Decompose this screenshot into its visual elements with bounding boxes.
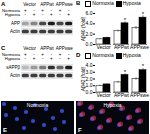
svg-text:-: - bbox=[59, 12, 61, 17]
svg-text:2.0: 2.0 bbox=[86, 76, 93, 82]
svg-text:+: + bbox=[67, 56, 70, 61]
svg-text:APPswe: APPswe bbox=[56, 2, 74, 7]
svg-text:Aβ42 (fold): Aβ42 (fold) bbox=[80, 66, 86, 91]
svg-text:*: * bbox=[124, 69, 127, 75]
svg-text:*: * bbox=[124, 17, 127, 23]
svg-text:Aβ40 (fold): Aβ40 (fold) bbox=[80, 16, 86, 41]
html-text:Normoxia: Normoxia bbox=[92, 52, 114, 58]
html-text:B: B bbox=[76, 0, 81, 6]
html-text:Hypoxia: Hypoxia bbox=[122, 52, 141, 58]
svg-text:-: - bbox=[59, 56, 61, 61]
html-text:Normoxia: Normoxia bbox=[92, 0, 114, 6]
svg-text:APPswe: APPswe bbox=[56, 46, 74, 51]
svg-text:2.0: 2.0 bbox=[86, 31, 93, 37]
svg-text:3.0: 3.0 bbox=[86, 69, 93, 75]
svg-text:F: F bbox=[78, 127, 82, 133]
svg-text:APP: APP bbox=[11, 21, 20, 26]
svg-text:-: - bbox=[42, 56, 44, 61]
svg-text:Vector: Vector bbox=[96, 92, 111, 98]
svg-text:APPwt: APPwt bbox=[114, 92, 130, 98]
svg-text:Actin: Actin bbox=[10, 73, 21, 78]
svg-text:-: - bbox=[25, 12, 27, 17]
svg-text:+: + bbox=[67, 12, 70, 17]
html-text:D: D bbox=[76, 52, 81, 58]
svg-text:Vector: Vector bbox=[23, 46, 36, 51]
html-text:Hypoxia: Hypoxia bbox=[122, 0, 141, 6]
svg-text:4.0: 4.0 bbox=[86, 62, 93, 68]
svg-text:APPwt: APPwt bbox=[40, 2, 54, 7]
svg-text:1.0: 1.0 bbox=[86, 82, 93, 88]
svg-text:APPwt: APPwt bbox=[114, 44, 130, 50]
svg-text:Vector: Vector bbox=[96, 44, 111, 50]
svg-text:Normoxia: Normoxia bbox=[27, 102, 49, 108]
svg-text:+: + bbox=[50, 12, 53, 17]
svg-text:+: + bbox=[33, 12, 36, 17]
svg-text:0.0: 0.0 bbox=[86, 89, 93, 95]
svg-text:4.0: 4.0 bbox=[86, 20, 93, 26]
svg-text:C: C bbox=[1, 45, 6, 51]
svg-text:6.0: 6.0 bbox=[86, 10, 93, 16]
svg-text:E: E bbox=[3, 127, 7, 133]
svg-text:*: * bbox=[142, 63, 145, 69]
svg-text:Hypoxia: Hypoxia bbox=[103, 102, 121, 108]
svg-text:APPswe: APPswe bbox=[130, 44, 149, 50]
svg-text:-: - bbox=[25, 56, 27, 61]
svg-text:Normoxia: Normoxia bbox=[2, 51, 20, 57]
svg-text:0.0: 0.0 bbox=[86, 41, 93, 47]
svg-text:APPswe: APPswe bbox=[130, 92, 149, 98]
svg-text:+: + bbox=[50, 56, 53, 61]
svg-text:Hypoxia: Hypoxia bbox=[5, 12, 21, 17]
svg-text:Normoxia: Normoxia bbox=[2, 7, 20, 13]
svg-text:Actin: Actin bbox=[10, 29, 21, 34]
svg-text:sAPPβ: sAPPβ bbox=[6, 65, 20, 70]
svg-text:+: + bbox=[33, 56, 36, 61]
svg-text:Hypoxia: Hypoxia bbox=[5, 56, 21, 61]
svg-text:-: - bbox=[42, 12, 44, 17]
svg-text:A: A bbox=[1, 1, 6, 7]
svg-text:Vector: Vector bbox=[23, 2, 36, 7]
svg-text:APPwt: APPwt bbox=[40, 46, 54, 51]
svg-text:*: * bbox=[142, 11, 145, 17]
